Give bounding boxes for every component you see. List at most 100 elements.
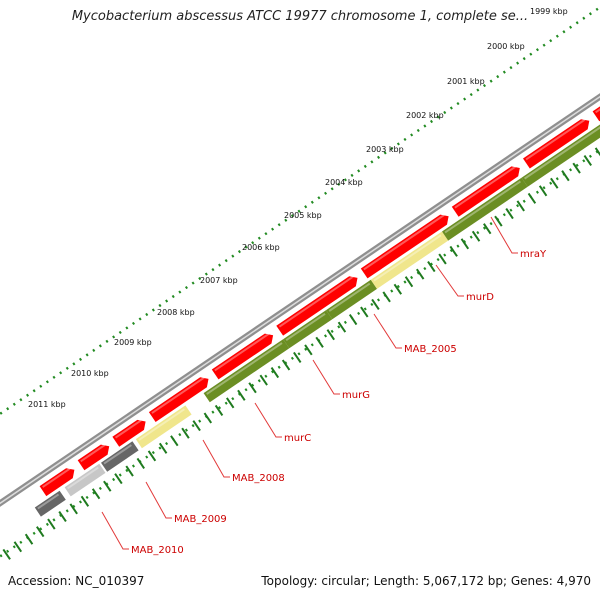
ruler-tick <box>315 336 324 348</box>
ruler-tick <box>192 420 201 432</box>
ruler-tick <box>226 397 235 409</box>
ruler-tick <box>47 518 56 530</box>
ruler-tick <box>69 503 78 515</box>
forward-gene-9[interactable] <box>523 119 590 169</box>
kbp-tick-label: 2001 kbp <box>447 77 485 86</box>
kbp-tick-label: 2006 kbp <box>242 243 280 252</box>
ruler-tick <box>594 147 600 157</box>
ruler-tick <box>203 412 213 424</box>
ruler-tick <box>214 404 224 416</box>
ruler-tick <box>270 367 280 379</box>
gene-label-mab_2010[interactable]: MAB_2010 <box>131 545 184 556</box>
gene-MAB_2005-block[interactable] <box>370 231 449 289</box>
ruler-tick <box>170 435 179 447</box>
kbp-tick-label: 2004 kbp <box>325 178 363 187</box>
ruler-tick <box>304 344 313 356</box>
gene-label-murd[interactable]: murD <box>466 292 494 303</box>
gene-leader-line <box>145 481 172 519</box>
ruler-tick <box>337 321 347 333</box>
ruler-tick <box>237 389 246 401</box>
ruler-tick <box>527 192 537 204</box>
gene-label-mab_2005[interactable]: MAB_2005 <box>404 344 457 355</box>
gene-murG-block[interactable] <box>326 279 377 320</box>
ruler-tick <box>2 548 11 560</box>
ruler-tick <box>371 298 380 310</box>
ruler-tick <box>281 359 291 371</box>
gene-grey-block-3[interactable] <box>101 441 139 472</box>
gene-leader-line <box>254 402 282 438</box>
ruler-tick <box>259 374 268 386</box>
ruler-tick <box>36 526 45 538</box>
forward-gene-2[interactable] <box>77 444 110 471</box>
kbp-tick-label: 2000 kbp <box>487 42 525 51</box>
gene-label-murg[interactable]: murG <box>342 390 370 401</box>
ruler-tick <box>427 261 436 273</box>
ruler-tick <box>561 170 570 182</box>
ruler-tick <box>438 253 447 265</box>
ruler-tick <box>583 154 592 167</box>
forward-gene-3[interactable] <box>112 419 146 447</box>
forward-gene-1[interactable] <box>39 468 75 497</box>
forward-gene-7[interactable] <box>360 214 449 279</box>
ruler-tick <box>348 314 358 326</box>
ruler-tick <box>550 177 559 189</box>
forward-gene-10[interactable] <box>592 74 600 122</box>
gene-leader-line <box>312 359 340 395</box>
ruler-tick <box>494 215 503 227</box>
kbp-tick-label: 2011 kbp <box>28 400 66 409</box>
kbp-tick-label: 2009 kbp <box>114 338 152 347</box>
gene-murD-block[interactable] <box>442 177 528 241</box>
ruler-tick <box>505 208 514 220</box>
kbp-tick-label: 2010 kbp <box>71 369 109 378</box>
kbp-tick-label: 2008 kbp <box>157 308 195 317</box>
gene-leader-line <box>101 511 129 550</box>
gene-leader-line <box>435 264 464 297</box>
ruler-tick <box>572 162 581 174</box>
gene-leader-line <box>490 216 518 254</box>
gene-leader-line <box>373 313 402 349</box>
ruler-tick <box>460 238 470 250</box>
ruler-tick <box>80 495 90 507</box>
ruler-tick <box>326 329 335 341</box>
ruler-tick <box>91 488 101 500</box>
ruler-tick <box>114 473 123 485</box>
forward-gene-8[interactable] <box>451 166 520 217</box>
ruler-tick <box>471 230 481 242</box>
ruler-tick <box>393 283 403 295</box>
gene-MAB_2008-block[interactable] <box>203 339 290 403</box>
ruler-tick <box>538 185 548 197</box>
ruler-tick <box>415 268 425 280</box>
ruler-tick <box>382 291 391 303</box>
gene-label-murc[interactable]: murC <box>284 433 311 444</box>
gene-mraY-block[interactable] <box>521 83 600 187</box>
gene-label-mab_2009[interactable]: MAB_2009 <box>174 514 227 525</box>
kbp-tick-label: 1999 kbp <box>530 7 568 16</box>
forward-gene-6[interactable] <box>276 276 358 336</box>
ruler-tick <box>58 510 67 523</box>
ruler-tick <box>404 276 414 288</box>
kbp-tick-label: 2002 kbp <box>406 111 444 120</box>
gene-leader-line <box>202 439 230 478</box>
gene-murC-block[interactable] <box>283 310 333 349</box>
ruler-tick <box>181 427 190 439</box>
forward-gene-5[interactable] <box>211 333 274 380</box>
kbp-tick-label: 2007 kbp <box>200 276 238 285</box>
ruler-tick <box>103 480 112 492</box>
ruler-tick <box>13 541 23 553</box>
kbp-tick-label: 2003 kbp <box>366 145 404 154</box>
ruler-tick <box>516 200 525 212</box>
gene-label-mray[interactable]: mraY <box>520 249 547 260</box>
gene-grey-block-2[interactable] <box>64 463 106 497</box>
ruler-tick <box>248 382 257 394</box>
ruler-tick <box>125 465 134 477</box>
gene-label-mab_2008[interactable]: MAB_2008 <box>232 473 285 484</box>
forward-gene-4[interactable] <box>148 377 209 422</box>
gene-MAB_2009-block[interactable] <box>135 405 192 449</box>
accession-text: Accession: NC_010397 <box>8 574 145 588</box>
ruler-tick <box>24 533 34 545</box>
gene-grey-block-1[interactable] <box>34 490 66 517</box>
ruler-tick <box>136 457 145 469</box>
ruler-tick <box>147 450 157 462</box>
kbp-scale-line <box>0 5 600 416</box>
